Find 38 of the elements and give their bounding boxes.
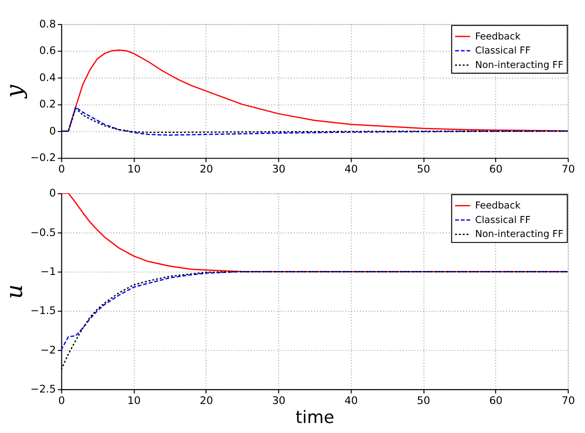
x-axis-title: time [296, 408, 334, 428]
y-tick-label: −1 [40, 266, 56, 278]
y-tick-label: 0 [49, 188, 56, 200]
y-tick-label: 0.4 [39, 72, 56, 84]
x-tick-label: 30 [272, 164, 286, 176]
x-tick-label: 40 [344, 164, 358, 176]
x-tick-label: 50 [416, 164, 430, 176]
y-tick-label: −0.2 [30, 152, 56, 164]
legend-label: Feedback [475, 200, 522, 212]
x-tick-label: 10 [127, 164, 141, 176]
x-tick-label: 30 [272, 394, 286, 407]
x-tick-label: 60 [489, 164, 503, 176]
y-tick-label: 0.2 [39, 98, 56, 111]
y-tick-label: −2.5 [30, 384, 56, 396]
legend-label: Non-interacting FF [475, 60, 564, 71]
legend-label: Classical FF [475, 214, 531, 226]
x-tick-label: 0 [58, 164, 65, 176]
x-tick-label: 60 [489, 394, 503, 407]
x-tick-label: 50 [416, 394, 430, 407]
y-tick-label: −2 [40, 344, 56, 356]
x-tick-label: 70 [562, 164, 575, 176]
y-tick-label: −1.5 [30, 305, 56, 318]
y-tick-label: 0 [49, 125, 56, 138]
x-tick-label: 0 [58, 394, 65, 407]
x-tick-label: 70 [562, 394, 575, 407]
x-tick-label: 20 [200, 164, 214, 176]
y-tick-label: 0.8 [39, 18, 56, 30]
x-tick-label: 20 [200, 394, 214, 407]
x-tick-label: 10 [127, 394, 141, 407]
line-series [61, 270, 568, 351]
y-tick-label: 0.6 [39, 45, 56, 58]
legend-label: Feedback [475, 31, 522, 42]
x-tick-label: 40 [344, 394, 358, 407]
y-tick-label: −0.5 [30, 226, 56, 239]
legend-label: Classical FF [475, 46, 531, 57]
y-axis-title: u [2, 284, 28, 300]
y-axis-title: y [2, 84, 28, 99]
legend-label: Non-interacting FF [475, 229, 564, 240]
